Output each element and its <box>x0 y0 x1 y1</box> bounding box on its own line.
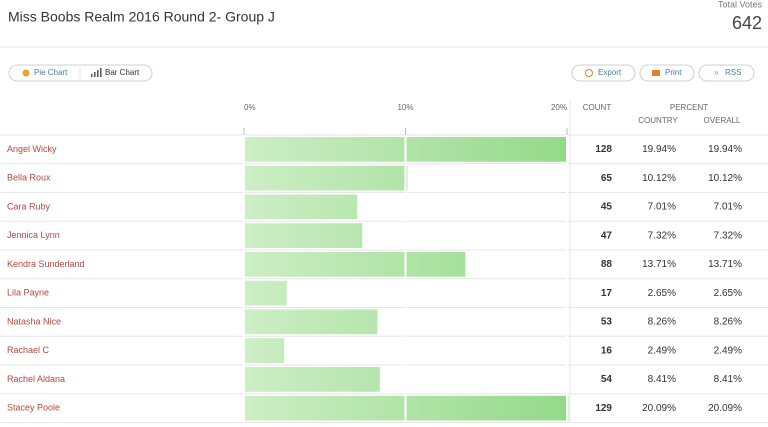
overall-percent: 2.65% <box>714 288 742 299</box>
count-header: COUNT <box>583 103 612 112</box>
country-percent: 7.01% <box>648 202 676 213</box>
row-name: Angel Wicky <box>7 144 57 154</box>
country-percent: 13.71% <box>642 259 676 270</box>
rss-icon: » <box>714 68 719 77</box>
bar <box>244 309 378 335</box>
vote-count: 16 <box>601 345 613 356</box>
x-tick-label: 10% <box>397 103 413 112</box>
bar <box>244 338 285 363</box>
country-percent: 8.26% <box>648 317 676 328</box>
bar <box>244 223 363 248</box>
row-name: Rachel Aldana <box>7 374 65 384</box>
row-name: Natasha Nice <box>7 316 61 326</box>
export-icon <box>585 69 593 77</box>
poll-title: Miss Boobs Realm 2016 Round 2- Group J <box>8 9 275 25</box>
pie-chart-button[interactable]: Pie Chart <box>34 68 68 77</box>
overall-percent: 20.09% <box>708 403 742 414</box>
overall-header: OVERALL <box>704 116 741 125</box>
export-button[interactable]: Export <box>598 68 622 77</box>
overall-percent: 13.71% <box>708 259 742 270</box>
country-percent: 2.65% <box>648 288 676 299</box>
row-name: Stacey Poole <box>7 403 60 413</box>
vote-count: 128 <box>595 144 612 155</box>
vote-count: 54 <box>601 374 613 385</box>
export-frame <box>571 64 636 82</box>
x-tick-label: 0% <box>244 103 256 112</box>
print-button[interactable]: Print <box>665 68 682 77</box>
vote-count: 45 <box>601 202 613 213</box>
bar <box>244 367 380 392</box>
print-icon <box>652 70 660 76</box>
bar-icon <box>91 68 102 77</box>
row-name: Lila Payne <box>7 288 49 298</box>
percent-header: PERCENT <box>670 103 708 112</box>
vote-count: 47 <box>601 230 613 241</box>
bar <box>244 280 287 306</box>
vote-count: 17 <box>601 288 613 299</box>
bar-chart-button[interactable]: Bar Chart <box>105 68 140 77</box>
country-percent: 10.12% <box>642 173 676 184</box>
country-percent: 19.94% <box>642 144 676 155</box>
row-name: Jennica Lynn <box>7 230 60 240</box>
rss-frame <box>698 64 755 82</box>
overall-percent: 7.32% <box>714 230 742 241</box>
country-percent: 20.09% <box>642 403 676 414</box>
country-header: COUNTRY <box>638 116 678 125</box>
overall-percent: 2.49% <box>714 345 742 356</box>
bar <box>244 194 358 220</box>
row-name: Bella Roux <box>7 173 51 183</box>
vote-count: 65 <box>601 173 613 184</box>
vote-count: 129 <box>595 403 612 414</box>
x-tick-label: 20% <box>551 103 567 112</box>
overall-percent: 10.12% <box>708 173 742 184</box>
bar <box>244 165 408 191</box>
bar <box>244 252 466 277</box>
row-name: Rachael C <box>7 345 50 355</box>
total-label: Total Votes <box>718 0 763 9</box>
overall-percent: 8.41% <box>714 374 742 385</box>
pie-icon <box>22 69 30 77</box>
vote-count: 53 <box>601 317 613 328</box>
row-name: Kendra Sunderland <box>7 259 85 269</box>
country-percent: 2.49% <box>648 345 676 356</box>
overall-percent: 8.26% <box>714 317 742 328</box>
country-percent: 7.32% <box>648 230 676 241</box>
vote-count: 88 <box>601 259 613 270</box>
print-frame <box>639 64 695 82</box>
country-percent: 8.41% <box>648 374 676 385</box>
overall-percent: 7.01% <box>714 202 742 213</box>
rss-button[interactable]: RSS <box>725 68 741 77</box>
row-name: Cara Ruby <box>7 201 51 211</box>
overall-percent: 19.94% <box>708 144 742 155</box>
total-votes: 642 <box>732 13 762 33</box>
